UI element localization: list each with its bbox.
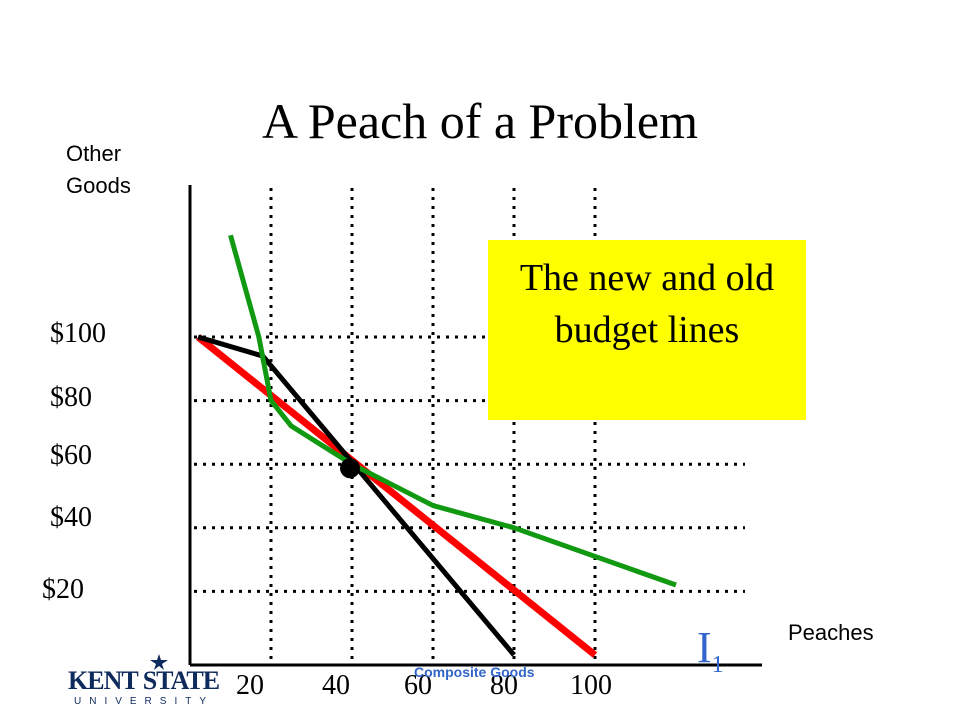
logo-star-icon xyxy=(150,654,168,670)
series-lines xyxy=(195,234,677,658)
tangency-point xyxy=(340,458,360,479)
indifference-curve xyxy=(228,234,677,588)
x-tick-label: 100 xyxy=(570,670,612,701)
x-axis-label: Peaches xyxy=(788,620,874,645)
logo-sub-text: UNIVERSITY xyxy=(74,696,215,707)
curve-label-letter: I xyxy=(697,623,712,672)
y-tick-label: $100 xyxy=(50,318,106,349)
university-logo: KENT STATE UNIVERSITY xyxy=(68,654,228,710)
footer-text: Composite Goods xyxy=(414,664,535,680)
new-budget-line xyxy=(197,334,516,657)
y-tick-label: $60 xyxy=(50,440,92,471)
logo-main-text: KENT STATE xyxy=(68,666,220,695)
y-axis-label: Other Goods xyxy=(66,138,131,202)
y-tick-label: $20 xyxy=(42,574,84,605)
curve-label-subscript: 1 xyxy=(711,651,724,678)
x-tick-label: 60 xyxy=(404,670,432,701)
indifference-curve-label: I1 xyxy=(697,622,724,679)
x-tick-label: 80 xyxy=(490,670,518,701)
y-tick-label: $40 xyxy=(50,502,92,533)
x-tick-label: 40 xyxy=(322,670,350,701)
page-title: A Peach of a Problem xyxy=(261,93,698,149)
y-tick-label: $80 xyxy=(50,382,92,413)
y-axis-label-line2: Goods xyxy=(66,173,131,198)
y-axis-label-line1: Other xyxy=(66,141,122,166)
x-tick-label: 20 xyxy=(236,670,264,701)
callout-box: The new and old budget lines xyxy=(488,240,806,420)
old-budget-line xyxy=(195,334,598,658)
